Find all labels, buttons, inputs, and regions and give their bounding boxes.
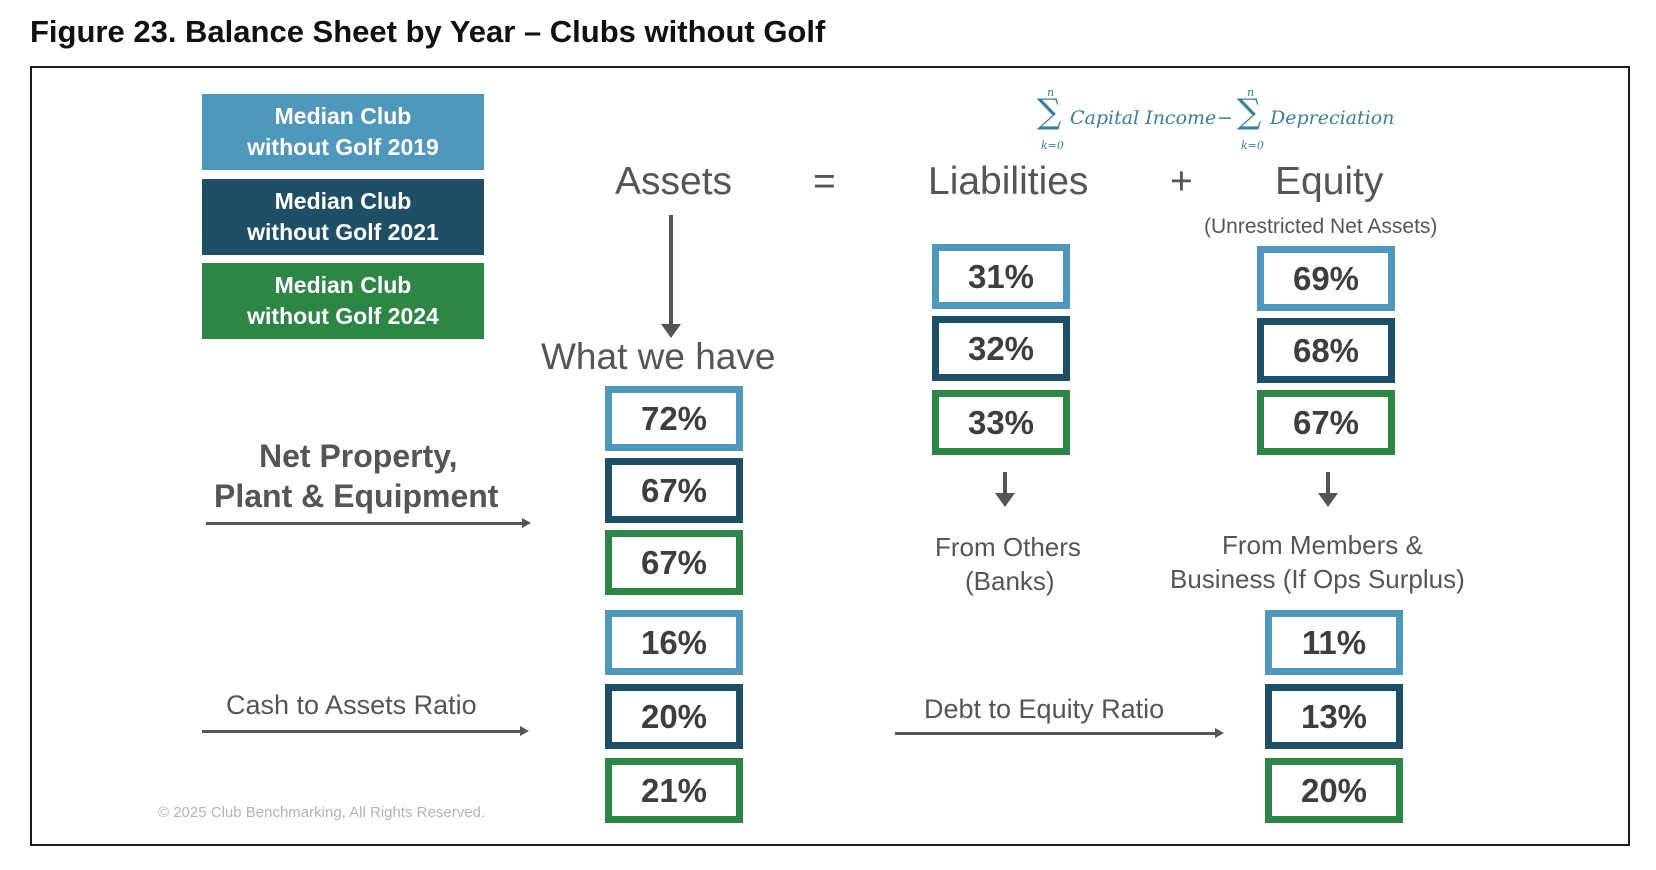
- equity-header: Equity: [1275, 160, 1384, 203]
- debt-to-equity-label: Debt to Equity Ratio: [924, 694, 1165, 724]
- legend-2024-line1: Median Club: [274, 272, 412, 298]
- ppe-2019-box: 72%: [605, 386, 743, 451]
- legend-2024: Median Club without Golf 2024: [202, 263, 484, 339]
- liabilities-source-line1: From Others: [935, 532, 1081, 562]
- legend-2021-line1: Median Club: [274, 188, 412, 214]
- equity-2024-box: 67%: [1257, 390, 1395, 455]
- ppe-label-line2: Plant & Equipment: [214, 478, 499, 514]
- sum2-sigma: ∑: [1237, 92, 1262, 132]
- copyright-notice: © 2025 Club Benchmarking, All Rights Res…: [158, 804, 486, 821]
- ppe-arrow-head: [522, 518, 531, 528]
- liabilities-arrow-shaft: [1003, 472, 1007, 494]
- equity-arrow-head: [1318, 493, 1338, 507]
- equity-source-line1: From Members &: [1222, 530, 1423, 560]
- equals-sign: =: [813, 160, 836, 203]
- equity-source-line2: Business (If Ops Surplus): [1170, 564, 1465, 594]
- liabilities-arrow-head: [995, 493, 1015, 507]
- formula-term2: Depreciation: [1270, 107, 1395, 129]
- cash-arrow-line: [202, 730, 522, 733]
- liabilities-2024-box: 33%: [932, 390, 1070, 455]
- sum1-sigma: ∑: [1037, 92, 1062, 132]
- plus-sign: +: [1170, 160, 1193, 203]
- cash-2019-box: 16%: [605, 610, 743, 675]
- equity-2019-box: 69%: [1257, 246, 1395, 311]
- sum1-lower: k=0: [1041, 139, 1064, 152]
- debt-2024-box: 20%: [1265, 758, 1403, 823]
- cash-arrow-head: [520, 726, 529, 736]
- equity-arrow-shaft: [1326, 472, 1330, 494]
- sum2-upper: n: [1247, 86, 1255, 99]
- ppe-label-line1: Net Property,: [259, 438, 458, 474]
- legend-2019-line1: Median Club: [274, 103, 412, 129]
- equity-note: (Unrestricted Net Assets): [1204, 215, 1438, 238]
- figure-title: Figure 23. Balance Sheet by Year – Clubs…: [30, 14, 826, 49]
- legend-2021-line2: without Golf 2021: [247, 219, 439, 245]
- cash-2021-box: 20%: [605, 684, 743, 749]
- assets-header: Assets: [615, 160, 733, 203]
- legend-2019-line2: without Golf 2019: [247, 134, 439, 160]
- debt-2019-box: 11%: [1265, 610, 1403, 675]
- formula-minus: −: [1217, 107, 1233, 129]
- legend-2024-line2: without Golf 2024: [247, 303, 439, 329]
- what-we-have-caption: What we have: [541, 336, 776, 377]
- assets-arrow-head: [661, 324, 681, 338]
- ppe-arrow-line: [206, 522, 524, 525]
- liabilities-source-line2: (Banks): [965, 566, 1055, 596]
- sum1-upper: n: [1047, 86, 1055, 99]
- formula-term1: Capital Income: [1070, 107, 1217, 129]
- sum2-lower: k=0: [1241, 139, 1264, 152]
- legend-2021: Median Club without Golf 2021: [202, 179, 484, 255]
- debt-2021-box: 13%: [1265, 684, 1403, 749]
- liabilities-2019-box: 31%: [932, 244, 1070, 309]
- equity-2021-box: 68%: [1257, 318, 1395, 383]
- debt-arrow-head: [1215, 728, 1224, 738]
- diagram-frame: [30, 66, 1630, 846]
- liabilities-header: Liabilities: [928, 160, 1089, 203]
- legend-2019: Median Club without Golf 2019: [202, 94, 484, 170]
- ppe-2024-box: 67%: [605, 530, 743, 595]
- liabilities-2021-box: 32%: [932, 316, 1070, 381]
- debt-arrow-line: [895, 732, 1217, 735]
- ppe-2021-box: 67%: [605, 458, 743, 523]
- assets-arrow-shaft: [669, 215, 673, 325]
- cash-2024-box: 21%: [605, 758, 743, 823]
- cash-to-assets-label: Cash to Assets Ratio: [226, 690, 477, 720]
